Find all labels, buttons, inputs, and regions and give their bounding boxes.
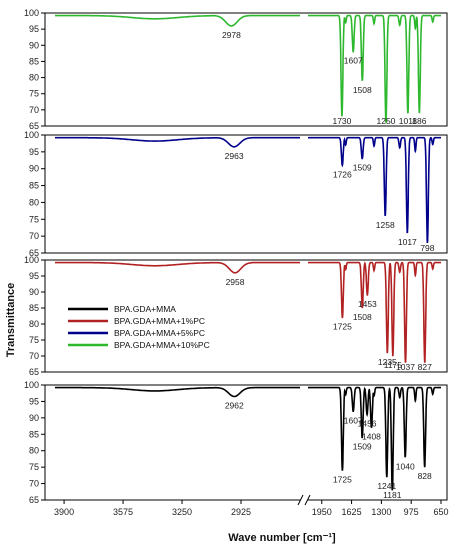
peak-label: 1725 [333, 474, 352, 484]
series-line [55, 261, 441, 363]
axis-break-gap [300, 494, 308, 506]
series-line [55, 136, 441, 243]
y-tick-label: 75 [29, 214, 39, 224]
y-tick-label: 70 [29, 351, 39, 361]
y-tick-label: 95 [29, 396, 39, 406]
y-tick-label: 80 [29, 73, 39, 83]
y-tick-label: 85 [29, 429, 39, 439]
y-tick-label: 65 [29, 367, 39, 377]
x-tick-label: 1950 [312, 507, 332, 517]
axis-break-mark [297, 494, 304, 506]
peak-label: 1456 [358, 419, 377, 429]
y-tick-label: 65 [29, 248, 39, 258]
peak-label: 1408 [362, 432, 381, 442]
peak-label: 2978 [222, 30, 241, 40]
y-tick-label: 80 [29, 319, 39, 329]
y-tick-label: 100 [24, 255, 39, 265]
peak-label: 798 [420, 243, 434, 253]
y-tick-label: 75 [29, 335, 39, 345]
legend: BPA.GDA+MMA BPA.GDA+MMA+1%PC BPA.GDA+MMA+5… [68, 304, 210, 350]
y-tick-label: 85 [29, 303, 39, 313]
y-tick-label: 70 [29, 479, 39, 489]
legend-label: BPA.GDA+MMA [114, 304, 176, 314]
panel-frame [44, 259, 448, 373]
peak-label: 1181 [383, 490, 402, 500]
panel-frame [44, 384, 448, 501]
y-tick-label: 100 [24, 8, 39, 18]
peak-label: 1509 [353, 163, 372, 173]
x-tick-label: 1625 [342, 507, 362, 517]
x-tick-label: 3900 [54, 507, 74, 517]
series-line [55, 386, 441, 491]
peak-label: 886 [412, 116, 426, 126]
peak-label: 1725 [333, 322, 352, 332]
peak-label: 828 [418, 471, 432, 481]
y-tick-label: 70 [29, 231, 39, 241]
peak-label: 1258 [376, 220, 395, 230]
series-line [55, 14, 441, 123]
y-tick-label: 90 [29, 40, 39, 50]
y-tick-label: 90 [29, 164, 39, 174]
peak-label: 1017 [398, 237, 417, 247]
peak-label: 1037 [396, 362, 415, 372]
y-tick-label: 65 [29, 121, 39, 131]
axis-break-mark [304, 494, 311, 506]
x-tick-label: 650 [433, 507, 448, 517]
x-tick-label: 3575 [113, 507, 133, 517]
peak-label: 1241 [377, 481, 396, 491]
y-tick-label: 80 [29, 446, 39, 456]
y-tick-label: 100 [24, 130, 39, 140]
y-tick-label: 90 [29, 413, 39, 423]
x-axis: 3900 3575 3250 2925 1950 1625 1300 975 650 [54, 494, 449, 517]
legend-label: BPA.GDA+MMA+10%PC [114, 340, 210, 350]
y-tick-label: 95 [29, 24, 39, 34]
y-tick-label: 100 [24, 380, 39, 390]
y-tick-label: 75 [29, 462, 39, 472]
peak-label: 1235 [378, 357, 397, 367]
peak-label: 2958 [226, 277, 245, 287]
peak-label: 1730 [332, 116, 351, 126]
y-tick-label: 75 [29, 89, 39, 99]
peak-label: 1175 [384, 360, 403, 370]
peak-label: 1508 [353, 85, 372, 95]
panel-4: 65 70 75 80 85 90 95 100 2962 1725 1607 1509 1456 140… [24, 380, 448, 505]
x-tick-label: 2925 [231, 507, 251, 517]
peak-label: 2963 [225, 151, 244, 161]
legend-label: BPA.GDA+MMA+1%PC [114, 316, 205, 326]
y-tick-label: 95 [29, 271, 39, 281]
peak-label: 1250 [377, 116, 396, 126]
peak-label: 1508 [353, 312, 372, 322]
y-tick-label: 80 [29, 197, 39, 207]
peak-label: 1453 [358, 299, 377, 309]
peak-label: 1607 [344, 415, 363, 425]
peak-label: 827 [418, 362, 432, 372]
peak-label: 1607 [344, 56, 363, 66]
panel-1: 65 70 75 80 85 90 95 100 2978 1730 1607 1508 1250 101… [24, 8, 448, 131]
y-tick-label: 70 [29, 105, 39, 115]
x-tick-label: 975 [404, 507, 419, 517]
peak-label: 1509 [353, 442, 372, 452]
panel-frame [44, 134, 448, 254]
panel-frame [44, 12, 448, 127]
x-tick-label: 1300 [371, 507, 391, 517]
peak-label: 1011 [399, 116, 418, 126]
y-tick-label: 65 [29, 495, 39, 505]
peak-label: 2962 [225, 401, 244, 411]
legend-label: BPA.GDA+MMA+5%PC [114, 328, 205, 338]
y-axis-label: Transmittance [5, 283, 17, 358]
peak-label: 1040 [396, 461, 415, 471]
y-tick-label: 90 [29, 287, 39, 297]
y-tick-label: 85 [29, 181, 39, 191]
x-axis-label: Wave number [cm⁻¹] [228, 532, 336, 544]
peak-label: 1726 [333, 169, 352, 179]
x-tick-label: 3250 [172, 507, 192, 517]
y-tick-label: 85 [29, 56, 39, 66]
y-tick-label: 95 [29, 147, 39, 157]
